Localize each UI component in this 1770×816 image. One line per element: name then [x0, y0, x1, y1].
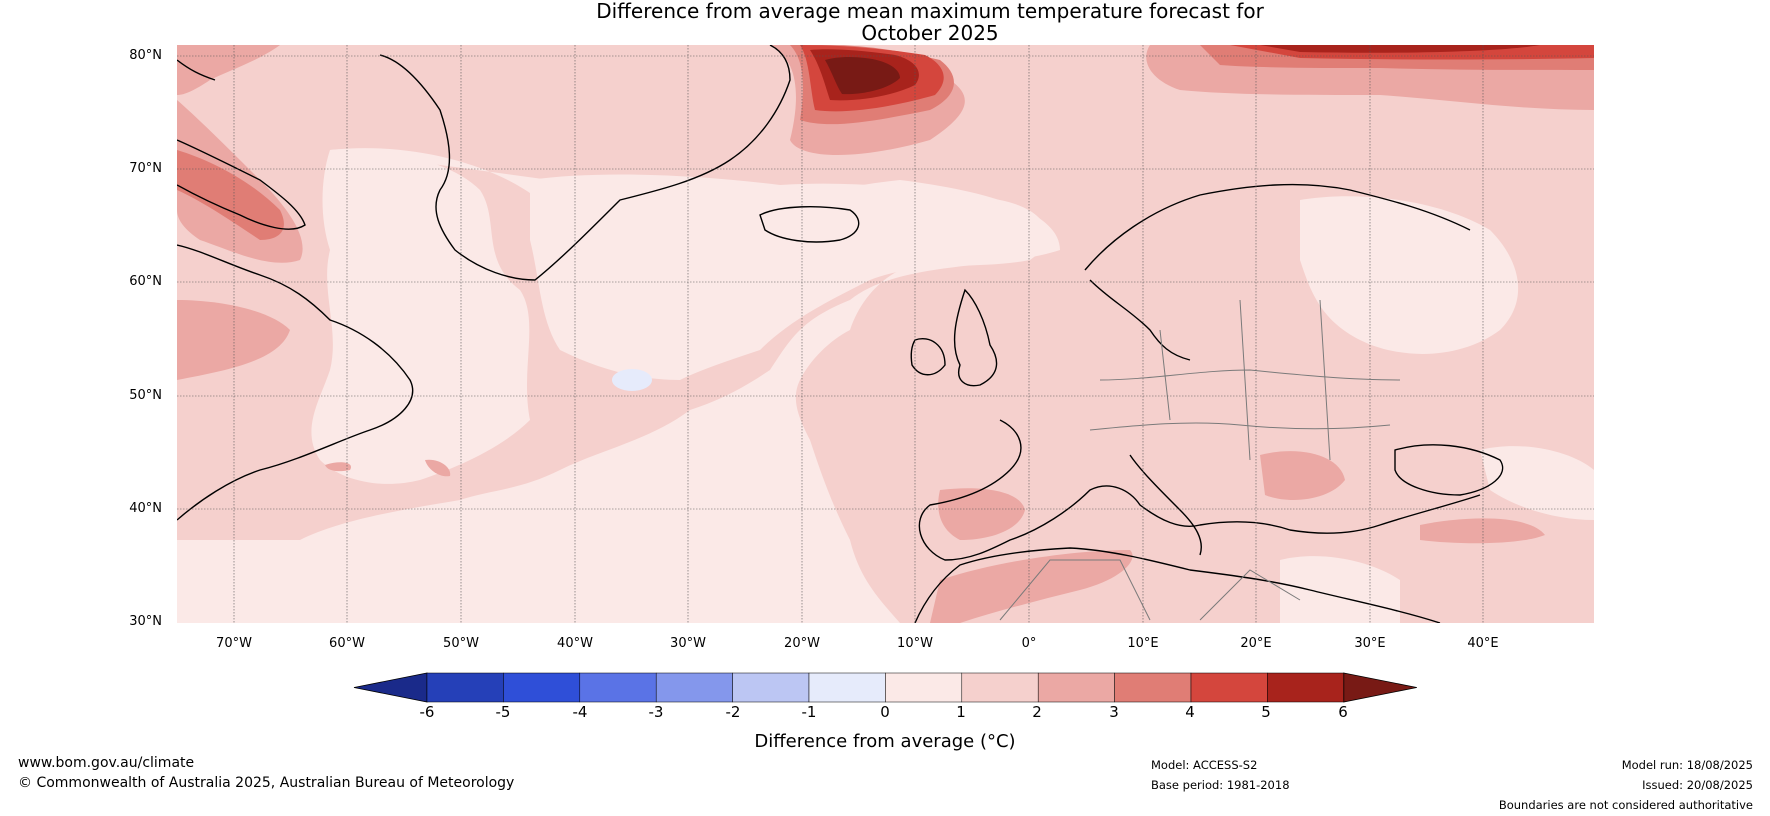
lon-label: 40°E — [1467, 636, 1499, 651]
colorbar-swatch — [655, 672, 733, 703]
anomaly-band-over-6 — [825, 56, 900, 95]
colorbar-tick-label: 0 — [880, 703, 890, 721]
lon-label: 10°W — [897, 636, 933, 651]
colorbar-tick-label: -4 — [572, 703, 588, 721]
colorbar-tick-label: 3 — [1109, 703, 1119, 721]
colorbar-tick-label: 6 — [1338, 703, 1348, 721]
lat-label: 60°N — [129, 274, 162, 289]
colorbar-swatch — [961, 672, 1039, 703]
lon-label: 20°W — [784, 636, 820, 651]
colorbar-swatch — [885, 672, 963, 703]
disclaimer-text: Boundaries are not considered authoritat… — [1498, 798, 1753, 812]
lon-label: 50°W — [443, 636, 479, 651]
colorbar-tick-label: 4 — [1185, 703, 1195, 721]
lon-label: 30°E — [1354, 636, 1386, 651]
colorbar-swatch — [732, 672, 810, 703]
lon-label: 30°W — [670, 636, 706, 651]
lat-label: 70°N — [129, 161, 162, 176]
website-link[interactable]: www.bom.gov.au/climate — [18, 755, 195, 771]
colorbar — [353, 672, 1417, 703]
colorbar-tick-label: -1 — [801, 703, 817, 721]
colorbar-extend-low — [353, 672, 428, 703]
colorbar-swatch — [1037, 672, 1115, 703]
map-area — [177, 45, 1594, 623]
anomaly-band-3-4 — [177, 150, 284, 240]
colorbar-swatch — [1114, 672, 1192, 703]
country-borders — [999, 299, 1401, 621]
colorbar-tick-label: -5 — [495, 703, 511, 721]
map-title-line1: Difference from average mean maximum tem… — [596, 0, 1264, 23]
lon-label: 0° — [1021, 636, 1037, 651]
lon-label: 10°E — [1127, 636, 1159, 651]
lon-label: 20°E — [1240, 636, 1272, 651]
colorbar-tick-label: 1 — [956, 703, 966, 721]
colorbar-swatch — [579, 672, 657, 703]
colorbar-swatch — [1267, 672, 1345, 703]
anomaly-band-0-1 — [177, 148, 1060, 623]
colorbar-tick-label: 2 — [1032, 703, 1042, 721]
lat-label: 30°N — [129, 614, 162, 629]
colorbar-title: Difference from average (°C) — [754, 731, 1016, 752]
base-period-text: Base period: 1981-2018 — [1151, 778, 1290, 792]
copyright-text: © Commonwealth of Australia 2025, Austra… — [18, 775, 515, 791]
colorbar-extend-high — [1343, 672, 1417, 703]
colorbar-swatch — [1190, 672, 1268, 703]
lat-label: 80°N — [129, 48, 162, 63]
colorbar-tick-label: -6 — [419, 703, 435, 721]
colorbar-tick-label: 5 — [1261, 703, 1271, 721]
coastlines — [177, 45, 1504, 623]
lat-label: 50°N — [129, 388, 162, 403]
lat-label: 40°N — [129, 501, 162, 516]
lon-label: 70°W — [216, 636, 252, 651]
colorbar-swatch — [503, 672, 581, 703]
model-run-text: Model run: 18/08/2025 — [1621, 758, 1753, 772]
graticule — [177, 45, 1594, 623]
colorbar-tick-label: -3 — [648, 703, 664, 721]
issued-text: Issued: 20/08/2025 — [1642, 778, 1753, 792]
lon-label: 40°W — [557, 636, 593, 651]
model-text: Model: ACCESS-S2 — [1151, 758, 1258, 772]
lon-label: 60°W — [329, 636, 365, 651]
anomaly-band-neg1-0 — [612, 369, 652, 391]
colorbar-tick-label: -2 — [725, 703, 741, 721]
colorbar-swatch — [426, 672, 504, 703]
colorbar-swatch — [808, 672, 886, 703]
map-title-line2: October 2025 — [861, 21, 999, 45]
